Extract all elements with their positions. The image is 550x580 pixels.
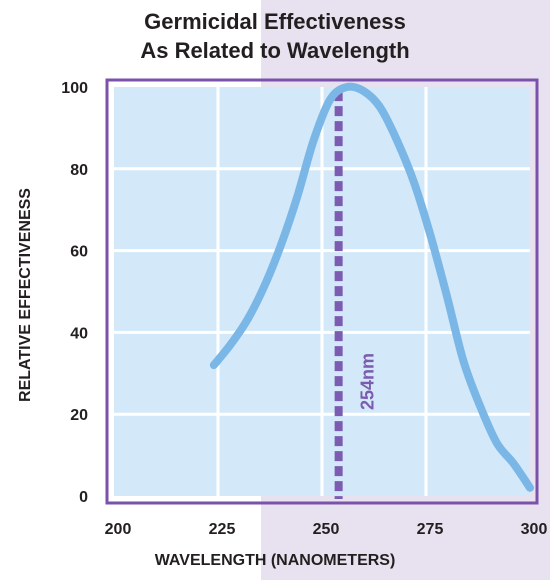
y-tick-label-100: 100	[61, 80, 88, 97]
y-axis-label: RELATIVE EFFECTIVENESS	[17, 188, 34, 402]
x-tick-label-200: 200	[105, 521, 132, 538]
x-tick-label-250: 250	[313, 521, 340, 538]
x-tick-label-275: 275	[417, 521, 444, 538]
y-tick-label-20: 20	[70, 407, 88, 424]
chart-title-line1: Germicidal Effectiveness	[144, 9, 406, 34]
marker-label: 254nm	[358, 353, 378, 410]
effectiveness-curve	[209, 82, 534, 492]
chart-title-line2: As Related to Wavelength	[140, 38, 410, 63]
y-tick-label-60: 60	[70, 244, 88, 261]
x-axis-label: WAVELENGTH (NANOMETERS)	[154, 552, 396, 569]
y-tick-label-80: 80	[70, 162, 88, 179]
y-tick-label-0: 0	[79, 489, 88, 506]
y-tick-label-40: 40	[70, 325, 88, 342]
x-tick-label-225: 225	[209, 521, 236, 538]
x-tick-label-300: 300	[521, 521, 548, 538]
plot-frame	[105, 78, 539, 505]
